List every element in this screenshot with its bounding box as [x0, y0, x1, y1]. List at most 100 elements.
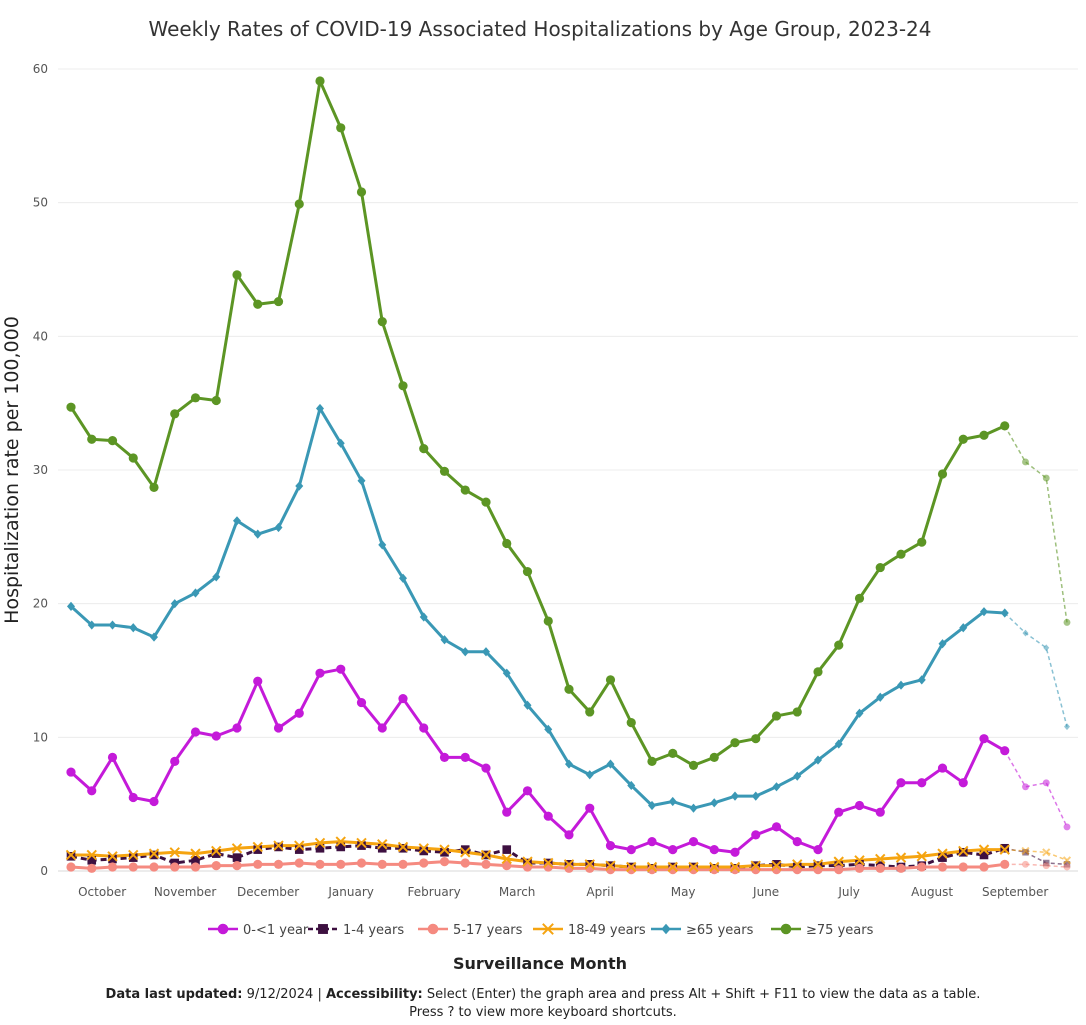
- data-point-marker[interactable]: [294, 708, 304, 718]
- data-point-marker[interactable]: [585, 707, 595, 717]
- data-point-marker[interactable]: [1042, 779, 1050, 787]
- data-point-marker[interactable]: [191, 588, 200, 598]
- data-point-marker[interactable]: [211, 845, 222, 857]
- data-point-marker[interactable]: [626, 845, 636, 855]
- data-point-marker[interactable]: [958, 778, 968, 788]
- data-point-marker[interactable]: [958, 434, 968, 444]
- data-point-marker[interactable]: [211, 395, 221, 406]
- data-point-marker[interactable]: [502, 807, 512, 817]
- data-point-marker[interactable]: [461, 647, 470, 657]
- data-point-marker[interactable]: [793, 771, 802, 781]
- data-point-marker[interactable]: [563, 859, 575, 870]
- data-point-marker[interactable]: [626, 865, 636, 875]
- data-point-marker[interactable]: [938, 853, 947, 862]
- data-point-marker[interactable]: [273, 859, 284, 869]
- data-point-marker[interactable]: [813, 667, 823, 677]
- data-point-marker[interactable]: [668, 796, 677, 807]
- data-point-marker[interactable]: [439, 752, 450, 762]
- data-point-marker[interactable]: [212, 572, 221, 582]
- data-point-marker[interactable]: [419, 444, 429, 454]
- data-point-marker[interactable]: [107, 435, 118, 446]
- data-point-marker[interactable]: [895, 852, 907, 863]
- data-point-marker[interactable]: [1063, 618, 1071, 626]
- data-point-marker[interactable]: [543, 616, 553, 626]
- data-point-marker[interactable]: [1042, 474, 1050, 482]
- data-point-marker[interactable]: [626, 718, 636, 728]
- data-point-marker[interactable]: [1062, 856, 1072, 865]
- data-point-marker[interactable]: [460, 752, 470, 762]
- data-point-marker[interactable]: [66, 402, 76, 412]
- data-point-marker[interactable]: [253, 529, 262, 539]
- data-point-marker[interactable]: [937, 469, 948, 479]
- data-point-marker[interactable]: [252, 841, 263, 853]
- data-point-marker[interactable]: [128, 853, 138, 862]
- data-point-marker[interactable]: [128, 792, 138, 803]
- data-point-marker[interactable]: [315, 668, 325, 678]
- data-point-marker[interactable]: [398, 693, 408, 704]
- data-point-marker[interactable]: [482, 647, 490, 657]
- data-point-marker[interactable]: [937, 763, 948, 773]
- data-point-marker[interactable]: [605, 860, 616, 871]
- legend-item[interactable]: 18-49 years: [533, 923, 646, 938]
- data-point-marker[interactable]: [523, 700, 532, 710]
- data-point-marker[interactable]: [419, 612, 428, 622]
- data-point-marker[interactable]: [190, 848, 201, 859]
- data-point-marker[interactable]: [253, 299, 263, 309]
- data-point-marker[interactable]: [274, 522, 283, 533]
- data-point-marker[interactable]: [377, 317, 387, 327]
- data-point-marker[interactable]: [647, 836, 657, 847]
- data-point-marker[interactable]: [460, 485, 470, 495]
- data-point-marker[interactable]: [979, 850, 989, 860]
- data-point-marker[interactable]: [232, 861, 242, 871]
- data-point-marker[interactable]: [522, 566, 533, 577]
- data-point-marker[interactable]: [440, 635, 449, 645]
- data-point-marker[interactable]: [149, 482, 159, 492]
- data-point-marker[interactable]: [356, 187, 367, 197]
- data-point-marker[interactable]: [896, 549, 906, 559]
- data-point-marker[interactable]: [481, 763, 491, 773]
- data-point-marker[interactable]: [1021, 846, 1030, 856]
- data-point-marker[interactable]: [542, 923, 554, 935]
- data-point-marker[interactable]: [646, 861, 658, 873]
- data-point-marker[interactable]: [999, 844, 1010, 855]
- data-point-marker[interactable]: [543, 857, 554, 869]
- data-point-marker[interactable]: [896, 863, 906, 873]
- data-point-marker[interactable]: [66, 767, 76, 777]
- data-point-marker[interactable]: [1042, 848, 1051, 857]
- data-point-marker[interactable]: [481, 859, 491, 869]
- data-point-marker[interactable]: [439, 844, 450, 855]
- data-point-marker[interactable]: [501, 853, 512, 865]
- data-point-marker[interactable]: [688, 861, 699, 873]
- data-point-marker[interactable]: [439, 466, 450, 476]
- data-point-marker[interactable]: [190, 862, 201, 872]
- data-point-marker[interactable]: [190, 393, 201, 403]
- legend-item[interactable]: 1-4 years: [308, 923, 404, 938]
- data-point-marker[interactable]: [336, 859, 346, 869]
- data-point-marker[interactable]: [979, 862, 989, 872]
- data-point-marker[interactable]: [1022, 458, 1029, 466]
- data-point-marker[interactable]: [1063, 863, 1071, 871]
- data-point-marker[interactable]: [1022, 629, 1029, 637]
- data-point-marker[interactable]: [917, 778, 927, 788]
- data-point-marker[interactable]: [917, 537, 927, 547]
- data-point-marker[interactable]: [667, 861, 678, 873]
- data-point-marker[interactable]: [661, 923, 671, 935]
- data-point-marker[interactable]: [108, 854, 117, 864]
- data-point-marker[interactable]: [253, 676, 263, 686]
- data-point-marker[interactable]: [1000, 859, 1010, 869]
- data-point-marker[interactable]: [294, 858, 304, 868]
- data-point-marker[interactable]: [958, 845, 969, 857]
- data-point-marker[interactable]: [771, 711, 782, 721]
- data-point-marker[interactable]: [398, 859, 408, 869]
- data-point-marker[interactable]: [959, 623, 968, 633]
- data-point-marker[interactable]: [357, 476, 366, 486]
- data-point-marker[interactable]: [149, 862, 159, 872]
- data-point-marker[interactable]: [605, 675, 616, 685]
- data-point-marker[interactable]: [211, 849, 221, 858]
- data-point-marker[interactable]: [564, 684, 574, 694]
- data-point-marker[interactable]: [668, 845, 678, 855]
- data-point-marker[interactable]: [565, 759, 573, 769]
- data-point-marker[interactable]: [233, 516, 241, 526]
- data-point-marker[interactable]: [67, 601, 75, 611]
- data-point-marker[interactable]: [1000, 421, 1010, 431]
